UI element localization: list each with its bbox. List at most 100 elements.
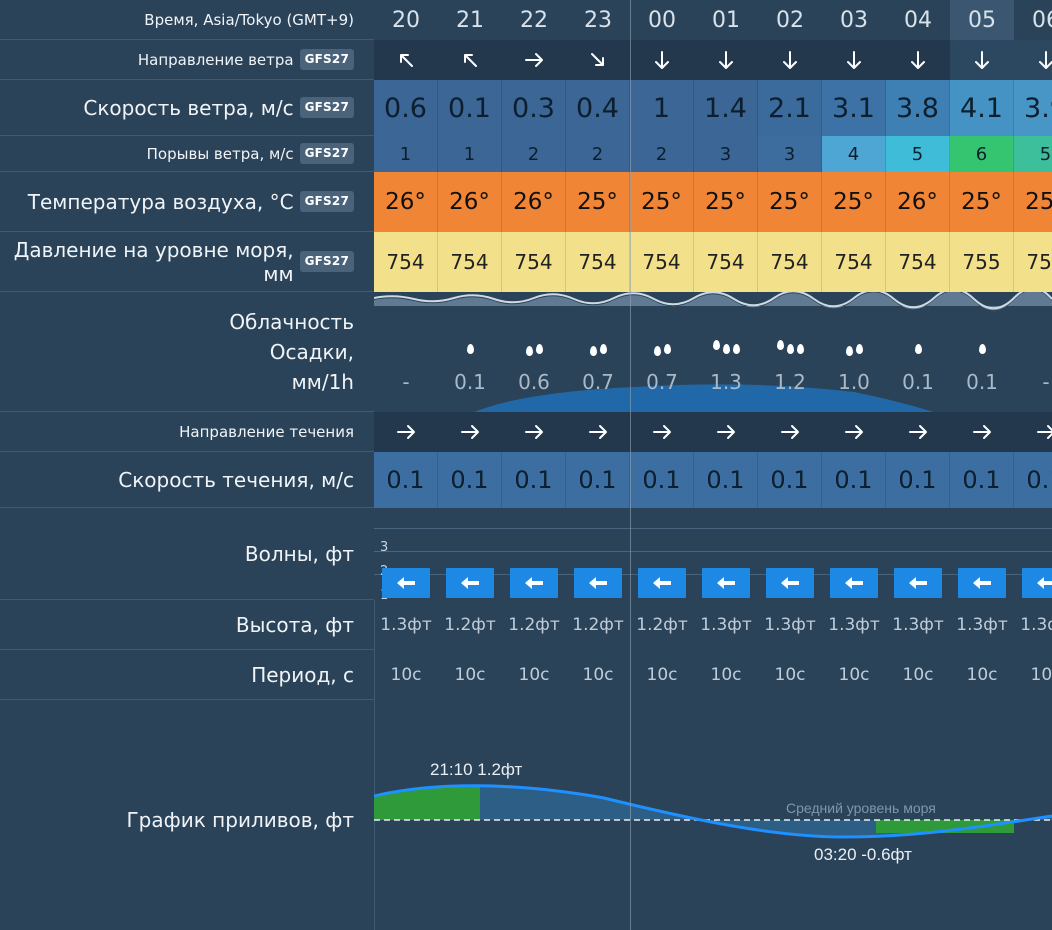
wave-cell xyxy=(758,568,822,600)
wave-height-cell: 1.2фт xyxy=(572,615,624,635)
gust-cell: 4 xyxy=(822,136,886,172)
wind-speed-row: 0.60.10.30.411.42.13.13.84.13.9 xyxy=(374,80,1052,136)
current-direction-cell xyxy=(630,412,694,452)
raindrop-icon xyxy=(776,338,804,360)
precip-cell: 0.1 xyxy=(950,292,1014,412)
wind-direction-cell xyxy=(502,40,566,80)
temperature-cell: 25° xyxy=(758,172,822,232)
wave-direction-box xyxy=(958,568,1006,598)
wave-direction-box xyxy=(446,568,494,598)
wave-direction-box xyxy=(894,568,942,598)
arrow-down-right-icon xyxy=(591,53,604,66)
arrow-down-icon xyxy=(911,51,925,69)
arrow-right-icon xyxy=(781,425,799,439)
wind-speed-label-row: Скорость ветра, м/с GFS27 xyxy=(0,80,374,136)
time-label-row: Время, Asia/Tokyo (GMT+9) xyxy=(0,0,374,40)
gust-cell: 2 xyxy=(502,136,566,172)
arrow-right-icon xyxy=(525,53,543,67)
current-speed-cell: 0.1 xyxy=(694,452,758,508)
arrow-left-icon xyxy=(973,577,991,589)
precip-value: - xyxy=(402,370,410,394)
tide-graphic: Средний уровень моря 21:10 1.2фт 03:20 -… xyxy=(374,760,1052,864)
wave-direction-box xyxy=(638,568,686,598)
wind-direction-label: Направление ветра xyxy=(137,50,294,69)
temperature-cell: 26° xyxy=(886,172,950,232)
current-speed-cell: 0.1 xyxy=(502,452,566,508)
wave-period-cell: 10с xyxy=(774,665,806,685)
wave-direction-box xyxy=(830,568,878,598)
gust-cell: 3 xyxy=(758,136,822,172)
model-badge[interactable]: GFS27 xyxy=(299,251,354,272)
cloud-precip-graphic xyxy=(374,292,1052,412)
pressure-cell: 754 xyxy=(566,232,630,292)
height-label-row: Высота, фт xyxy=(0,600,374,650)
temperature-row: 26°26°26°25°25°25°25°25°26°25°25° xyxy=(374,172,1052,232)
arrow-right-icon xyxy=(525,425,543,439)
temperature-cell: 25° xyxy=(1014,172,1052,232)
wave-cell xyxy=(438,568,502,600)
cloud-precip-label-row: Облачность Осадки, мм/1h xyxy=(0,292,374,412)
arrow-right-icon xyxy=(909,425,927,439)
temperature-cell: 26° xyxy=(502,172,566,232)
wave-height-cell: 1.2фт xyxy=(444,615,496,635)
precip-value: - xyxy=(1042,370,1050,394)
precip-cell: 0.7 xyxy=(630,292,694,412)
current-direction-cell xyxy=(758,412,822,452)
pressure-cell: 754 xyxy=(886,232,950,292)
mean-sea-level-text: Средний уровень моря xyxy=(786,800,936,816)
arrow-left-icon xyxy=(653,577,671,589)
arrow-down-icon xyxy=(847,51,861,69)
hour-cell: 04 xyxy=(904,7,932,33)
pressure-label-row: Давление на уровне моря, мм GFS27 xyxy=(0,232,374,292)
raindrop-icon xyxy=(653,338,671,360)
wave-height-cell: 1.3фт xyxy=(1020,615,1052,635)
arrow-down-icon xyxy=(975,51,989,69)
wind-direction-cell xyxy=(1014,40,1052,80)
precip-value: 0.1 xyxy=(454,370,486,394)
wave-height-cell: 1.3фт xyxy=(380,615,432,635)
model-badge[interactable]: GFS27 xyxy=(299,97,354,118)
wind-direction-cell xyxy=(438,40,502,80)
wind-direction-row xyxy=(374,40,1052,80)
arrow-right-icon xyxy=(717,425,735,439)
gust-cell: 2 xyxy=(630,136,694,172)
pressure-cell: 754 xyxy=(438,232,502,292)
raindrop-icon xyxy=(589,338,607,360)
wind-speed-cell: 3.9 xyxy=(1014,80,1052,136)
arrow-left-icon xyxy=(909,577,927,589)
current-direction-label-row: Направление течения xyxy=(0,412,374,452)
forecast-grid: 2021222300010203040506 0.60.10.30.411.42… xyxy=(374,0,1052,930)
wave-height-cell: 1.3фт xyxy=(700,615,752,635)
wave-period-row: 10с 10с 10с 10с 10с 10с 10с 10с 10с 10с 10с xyxy=(374,650,1052,700)
pressure-cell: 754 xyxy=(822,232,886,292)
model-badge[interactable]: GFS27 xyxy=(299,49,354,70)
wave-height-cell: 1.2фт xyxy=(508,615,560,635)
precip-cell: - xyxy=(374,292,438,412)
hour-cell: 02 xyxy=(776,7,804,33)
precip-value: 0.1 xyxy=(902,370,934,394)
pressure-row: 754754754754754754754754754755755 xyxy=(374,232,1052,292)
current-speed-row: 0.10.10.10.10.10.10.10.10.10.10.1 xyxy=(374,452,1052,508)
tide-curve xyxy=(374,784,1052,839)
model-badge[interactable]: GFS27 xyxy=(299,143,354,164)
wind-speed-cell: 1 xyxy=(630,80,694,136)
raindrop-icon xyxy=(466,338,474,360)
precip-value: 0.1 xyxy=(966,370,998,394)
precip-row: - 0.1 0.6 0.7 0.7 1.3 1.2 1.0 0.1 0.1 - xyxy=(374,292,1052,412)
wave-height-cell: 1.2фт xyxy=(636,615,688,635)
wind-direction-cell xyxy=(374,40,438,80)
period-label: Период, с xyxy=(251,662,354,687)
wave-period-cell: 10с xyxy=(518,665,550,685)
arrow-right-icon xyxy=(845,425,863,439)
wind-direction-label-row: Направление ветра GFS27 xyxy=(0,40,374,80)
wave-direction-box xyxy=(766,568,814,598)
tide-high-green xyxy=(374,786,480,820)
arrow-up-left-icon xyxy=(400,54,413,67)
current-direction-row xyxy=(374,412,1052,452)
model-badge[interactable]: GFS27 xyxy=(299,191,354,212)
temperature-cell: 25° xyxy=(566,172,630,232)
pressure-cell: 754 xyxy=(630,232,694,292)
wave-period-cell: 10с xyxy=(454,665,486,685)
arrow-right-icon xyxy=(589,425,607,439)
wind-speed-cell: 0.1 xyxy=(438,80,502,136)
